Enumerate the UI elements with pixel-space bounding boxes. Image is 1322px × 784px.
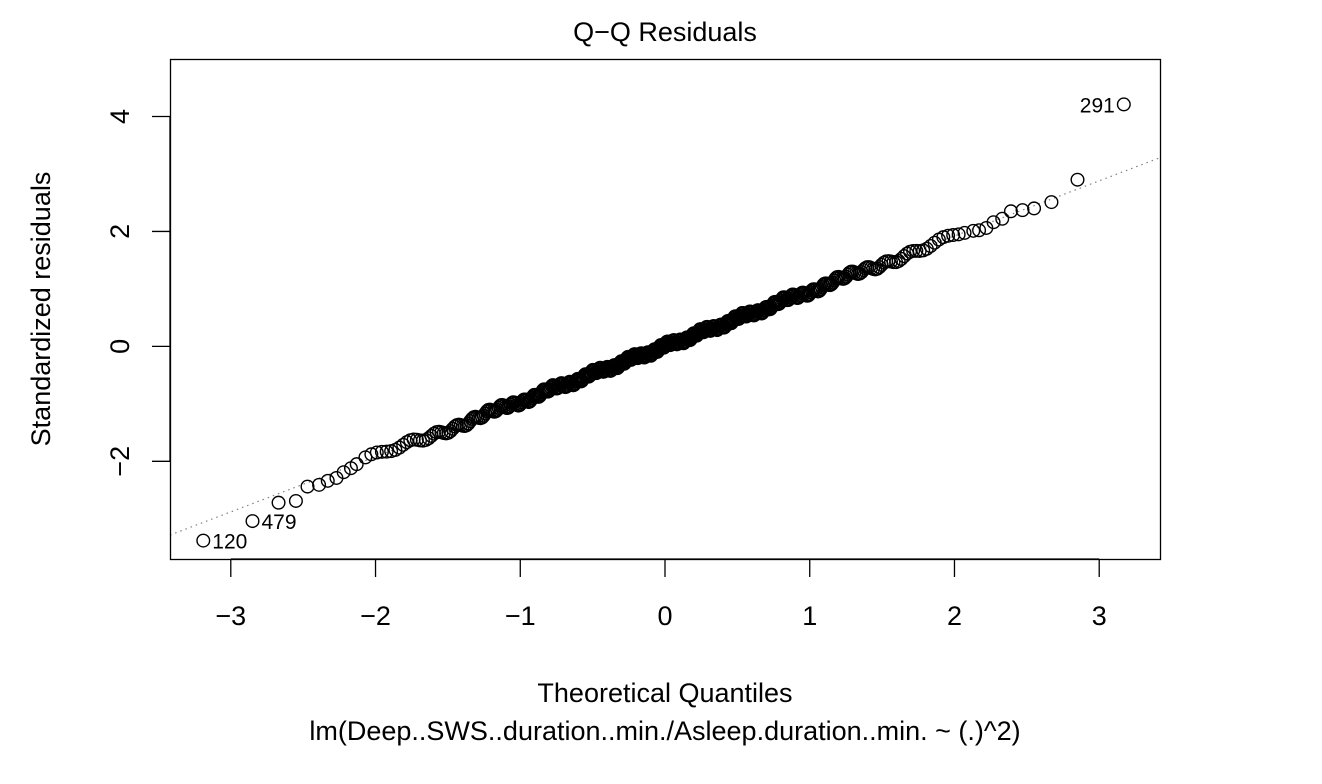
y-axis-label: Standardized residuals xyxy=(26,172,56,447)
data-point xyxy=(1070,172,1085,187)
x-tick-label: −1 xyxy=(505,601,536,631)
data-point xyxy=(923,239,938,254)
x-tick-label: 2 xyxy=(947,601,962,631)
data-point xyxy=(957,225,972,240)
outlier-label: 479 xyxy=(262,511,297,534)
data-point xyxy=(1015,203,1030,218)
plot-subtitle: lm(Deep..SWS..duration..min./Asleep.dura… xyxy=(309,716,1020,746)
data-point xyxy=(972,223,987,238)
data-point xyxy=(369,445,384,460)
data-point xyxy=(503,397,518,412)
data-point xyxy=(995,211,1010,226)
data-point xyxy=(1027,201,1042,216)
x-axis-label: Theoretical Quantiles xyxy=(537,678,792,708)
data-point xyxy=(288,493,303,508)
data-point xyxy=(300,479,315,494)
data-point xyxy=(271,495,286,510)
x-tick-label: 1 xyxy=(802,601,817,631)
data-point xyxy=(941,228,956,243)
data-points: 120 479 291 xyxy=(196,94,1131,554)
data-point xyxy=(1044,195,1059,210)
data-point xyxy=(946,228,961,243)
outlier-label: 120 xyxy=(212,531,247,554)
y-tick-label: 0 xyxy=(105,339,135,354)
data-point xyxy=(502,399,517,414)
x-tick-label: −2 xyxy=(360,601,391,631)
chart-title: Q−Q Residuals xyxy=(573,17,757,47)
outlier-label: 291 xyxy=(1080,94,1115,117)
data-point xyxy=(828,271,843,286)
data-point xyxy=(336,465,351,480)
plot-frame xyxy=(169,58,1162,561)
data-point xyxy=(379,444,394,459)
x-tick-label: 3 xyxy=(1092,601,1107,631)
data-point xyxy=(986,215,1001,230)
data-point xyxy=(245,514,260,529)
data-point xyxy=(966,223,981,238)
x-tick-label: 0 xyxy=(657,601,672,631)
y-tick-label: 4 xyxy=(105,109,135,124)
data-point xyxy=(909,243,924,258)
data-point xyxy=(320,473,335,488)
data-point xyxy=(349,457,364,472)
y-tick-label: −2 xyxy=(105,446,135,477)
x-tick-label: −3 xyxy=(215,601,246,631)
data-point xyxy=(364,447,379,462)
data-point xyxy=(196,533,211,548)
data-point xyxy=(374,444,389,459)
data-point xyxy=(1003,204,1018,219)
data-point xyxy=(312,477,327,492)
data-point xyxy=(1116,97,1131,112)
data-point xyxy=(906,243,921,258)
y-tick-label: 2 xyxy=(105,224,135,239)
data-point xyxy=(951,227,966,242)
